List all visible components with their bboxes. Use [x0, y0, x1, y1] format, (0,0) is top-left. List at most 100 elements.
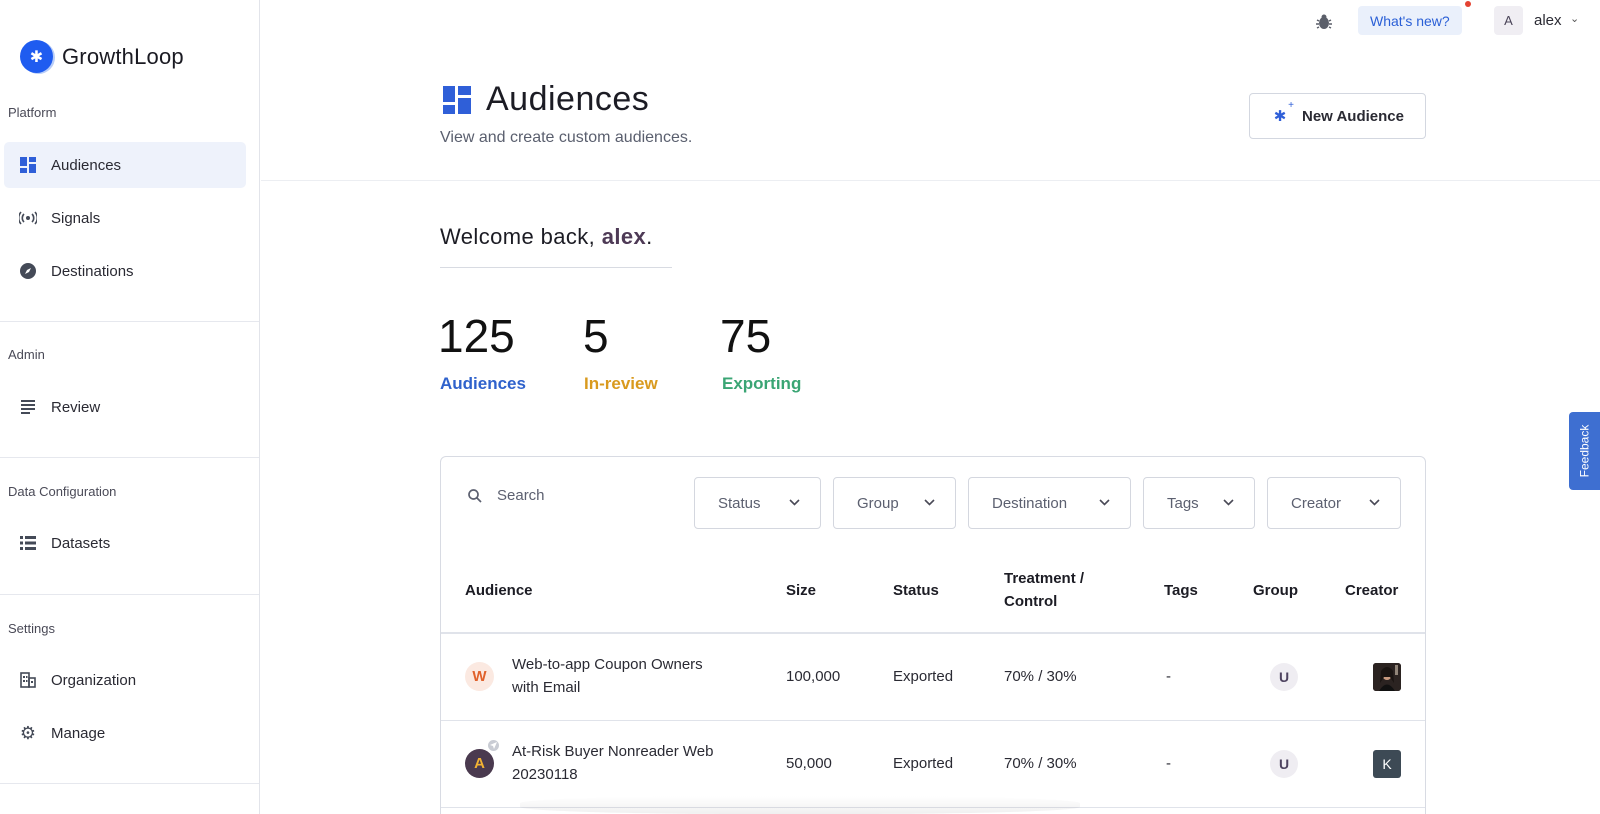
sidebar-item-audiences[interactable]: Audiences	[4, 142, 246, 188]
chevron-down-icon	[1369, 498, 1380, 509]
welcome-message: Welcome back, alex.	[440, 224, 653, 250]
search-icon	[467, 488, 483, 504]
audience-name[interactable]: At-Risk Buyer Nonreader Web 20230118	[512, 740, 713, 786]
welcome-prefix: Welcome back,	[440, 224, 596, 249]
dashboard-icon	[19, 156, 37, 174]
group-badge[interactable]: U	[1270, 663, 1298, 691]
bug-report-icon[interactable]	[1313, 11, 1335, 33]
sidebar-item-review[interactable]: Review	[4, 384, 246, 430]
column-header-group[interactable]: Group	[1253, 582, 1298, 599]
feedback-tab[interactable]: Feedback	[1569, 412, 1600, 490]
whats-new-button[interactable]: What's new?	[1358, 6, 1462, 35]
audience-status: Exported	[893, 668, 954, 685]
group-filter-dropdown[interactable]: Group	[833, 477, 956, 529]
audience-status: Exported	[893, 755, 954, 772]
search-input[interactable]: Search	[467, 487, 545, 504]
compass-icon	[19, 262, 37, 280]
filter-label: Tags	[1167, 494, 1199, 512]
welcome-underline	[440, 267, 672, 268]
audience-treatment: 70% / 30%	[1004, 668, 1077, 685]
creator-avatar[interactable]	[1373, 663, 1401, 691]
column-header-treatment-line2: Control	[1004, 593, 1058, 610]
creator-filter-dropdown[interactable]: Creator	[1267, 477, 1401, 529]
sidebar-item-datasets[interactable]: Datasets	[4, 520, 246, 566]
sidebar-divider	[0, 783, 259, 784]
chevron-down-icon	[1099, 498, 1110, 509]
stat-exporting-label[interactable]: Exporting	[722, 374, 802, 393]
destination-filter-dropdown[interactable]: Destination	[968, 477, 1131, 529]
sidebar-item-label: Destinations	[51, 262, 134, 280]
audience-name-line2: with Email	[512, 679, 581, 696]
welcome-user-name: alex	[601, 224, 647, 249]
chevron-down-icon	[1223, 498, 1234, 509]
sidebar-item-label: Review	[51, 398, 101, 416]
stat-audiences-label[interactable]: Audiences	[440, 374, 526, 393]
new-audience-button[interactable]: ✱ + New Audience	[1249, 93, 1426, 139]
status-filter-dropdown[interactable]: Status	[694, 477, 821, 529]
audience-name-line2: 20230118	[512, 766, 578, 783]
audience-size: 50,000	[786, 755, 832, 772]
audience-avatar: A	[465, 749, 494, 778]
sidebar-item-label: Datasets	[51, 534, 111, 552]
search-placeholder: Search	[497, 487, 545, 504]
filter-label: Group	[857, 494, 899, 512]
sidebar-divider	[0, 594, 259, 595]
sidebar-item-label: Organization	[51, 671, 137, 689]
sidebar-item-organization[interactable]: Organization	[4, 657, 246, 703]
sidebar: ✱ GrowthLoop Platform Audiences Signals …	[0, 0, 260, 814]
tags-filter-dropdown[interactable]: Tags	[1143, 477, 1255, 529]
column-header-tags[interactable]: Tags	[1164, 582, 1198, 599]
sidebar-item-label: Audiences	[51, 156, 122, 174]
creator-avatar[interactable]: K	[1373, 750, 1401, 778]
new-audience-label: New Audience	[1302, 107, 1404, 125]
audience-tags: -	[1166, 755, 1171, 772]
section-label-platform: Platform	[8, 105, 57, 120]
sidebar-item-label: Manage	[51, 724, 106, 742]
audiences-table-card: Search Status Group Destination Tags Cre…	[440, 456, 1426, 814]
notification-dot	[1465, 1, 1471, 7]
section-label-settings: Settings	[8, 621, 55, 636]
audience-name-line1: Web-to-app Coupon Owners	[512, 656, 703, 673]
page-subtitle: View and create custom audiences.	[440, 129, 693, 146]
header-divider	[261, 180, 1600, 181]
scroll-shadow	[520, 796, 1080, 814]
column-header-treatment-line1: Treatment /	[1004, 570, 1085, 587]
sidebar-item-signals[interactable]: Signals	[4, 195, 246, 241]
audience-treatment: 70% / 30%	[1004, 755, 1077, 772]
welcome-suffix: .	[646, 224, 653, 249]
audience-name[interactable]: Web-to-app Coupon Owners with Email	[512, 653, 703, 699]
filter-label: Destination	[992, 494, 1068, 512]
building-icon	[19, 671, 37, 689]
logo-mark-icon: ✱	[20, 40, 53, 73]
sidebar-item-manage[interactable]: ⚙ Manage	[4, 710, 246, 756]
stat-in-review-label[interactable]: In-review	[584, 374, 658, 393]
sidebar-divider	[0, 321, 259, 322]
broadcast-icon	[19, 209, 37, 227]
app-name: GrowthLoop	[62, 43, 184, 69]
audience-size: 100,000	[786, 668, 841, 685]
column-header-creator[interactable]: Creator	[1345, 582, 1399, 599]
paper-plane-icon	[486, 738, 501, 753]
sidebar-item-label: Signals	[51, 209, 101, 227]
user-avatar[interactable]: A	[1494, 6, 1523, 35]
filter-label: Status	[718, 494, 761, 512]
group-badge[interactable]: U	[1270, 750, 1298, 778]
sidebar-item-destinations[interactable]: Destinations	[4, 248, 246, 294]
chevron-down-icon	[789, 498, 800, 509]
column-header-audience[interactable]: Audience	[465, 582, 533, 599]
audience-tags: -	[1166, 668, 1171, 685]
stat-exporting-value: 75	[720, 310, 772, 362]
section-label-admin: Admin	[8, 347, 45, 362]
column-header-status[interactable]: Status	[893, 582, 939, 599]
column-header-size[interactable]: Size	[786, 582, 817, 599]
audience-avatar: W	[465, 662, 494, 691]
chevron-down-icon[interactable]: ⌄	[1570, 13, 1580, 25]
column-header-treatment[interactable]: Treatment / Control	[1004, 567, 1084, 613]
sidebar-divider	[0, 457, 259, 458]
logo[interactable]: ✱ GrowthLoop	[20, 40, 184, 73]
table-divider	[441, 720, 1425, 721]
list-icon	[19, 398, 37, 416]
gear-icon: ⚙	[19, 722, 37, 743]
user-menu-name[interactable]: alex	[1534, 12, 1562, 29]
sparkle-icon: ✱ +	[1273, 100, 1294, 125]
